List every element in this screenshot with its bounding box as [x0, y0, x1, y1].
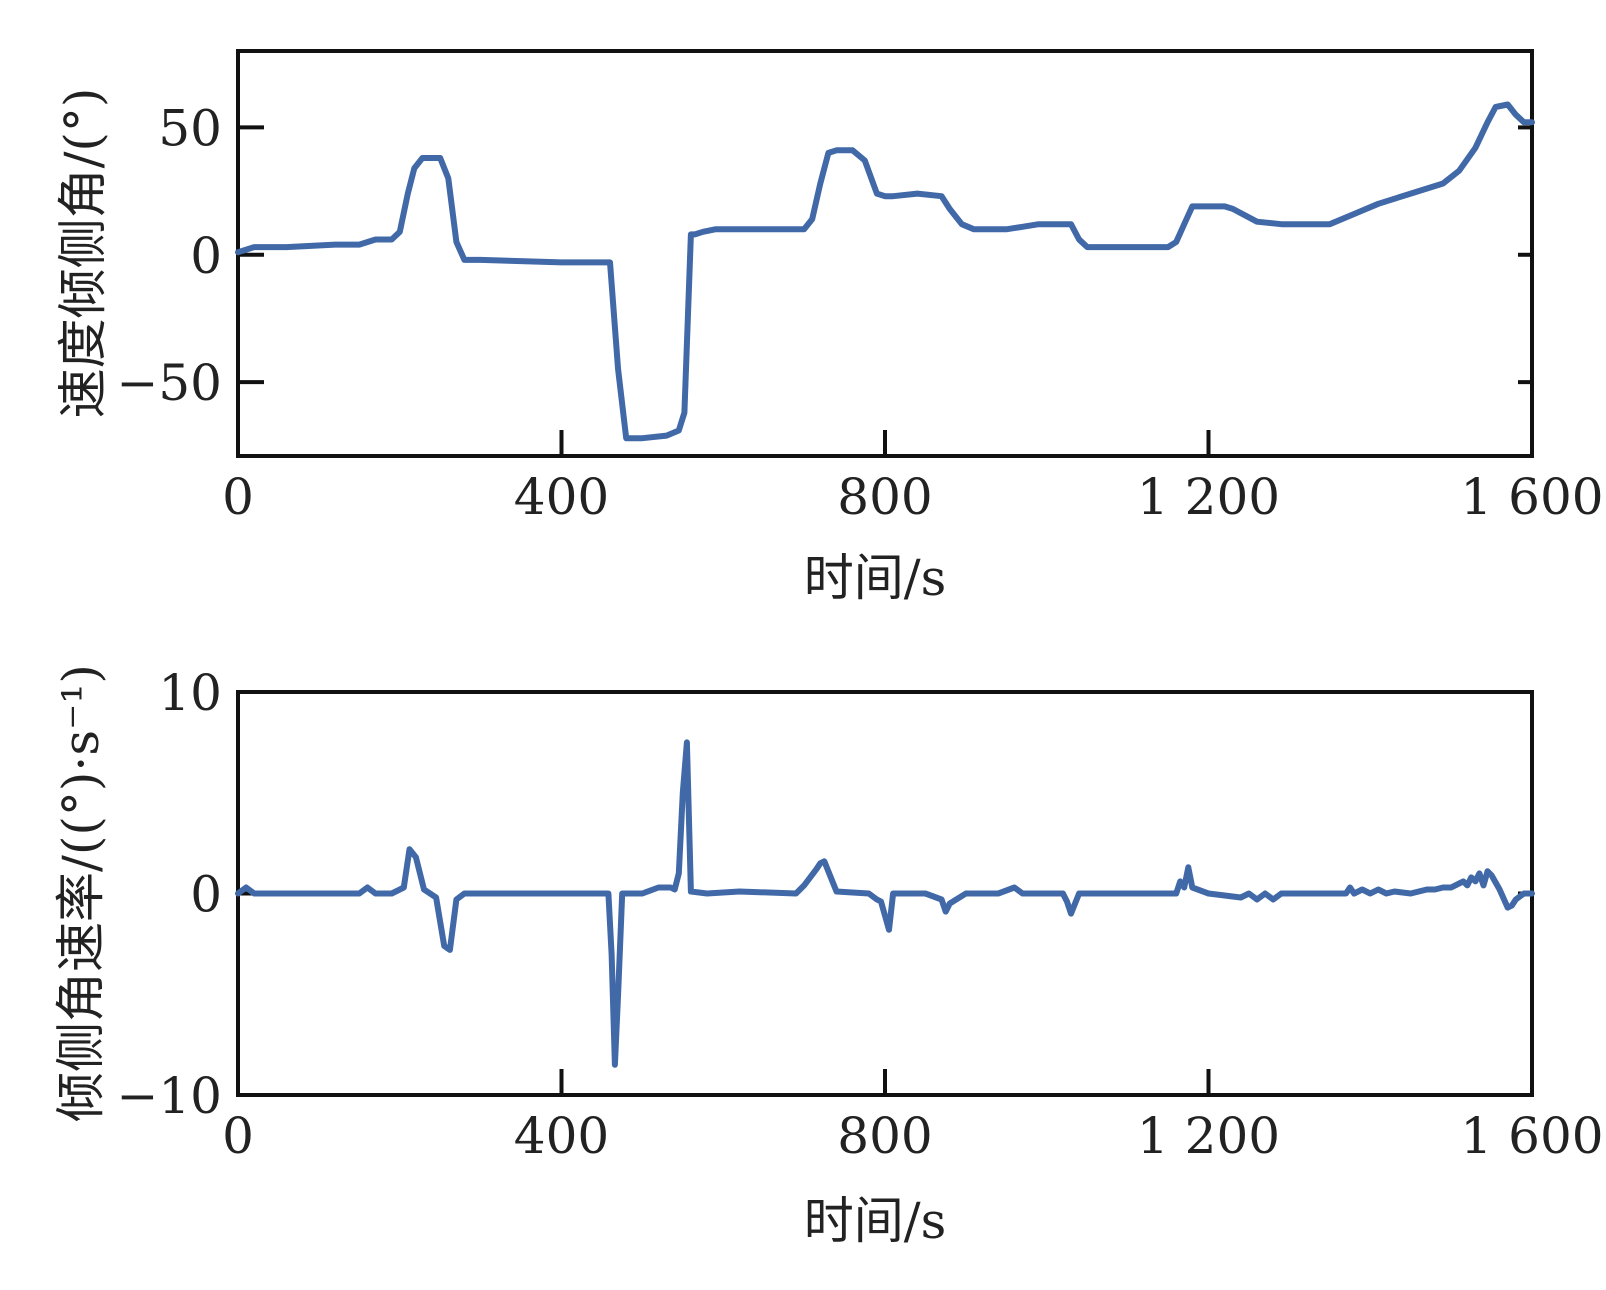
y-tick-label: −50 — [116, 354, 222, 412]
x-ticks-top: 0 400 800 1 200 1 600 — [222, 430, 1604, 526]
series-line-top — [235, 101, 1535, 442]
x-tick-label: 800 — [837, 468, 932, 526]
y-tick-label: 0 — [190, 866, 222, 924]
y-axis-label-bottom: 倾侧角速率/((°)·s⁻¹) — [52, 664, 110, 1122]
y-axis-label-top: 速度倾侧角/(°) — [54, 88, 112, 419]
x-tick-label: 800 — [837, 1107, 932, 1165]
x-ticks-bottom: 0 400 800 1 200 1 600 — [222, 1069, 1604, 1165]
x-tick-label: 400 — [514, 468, 609, 526]
x-tick-label: 0 — [222, 1107, 254, 1165]
y-tick-label: −10 — [116, 1067, 222, 1125]
x-tick-label: 1 600 — [1460, 468, 1603, 526]
x-axis-label-bottom: 时间/s — [804, 1192, 947, 1250]
x-tick-label: 1 600 — [1460, 1107, 1603, 1165]
x-tick-label: 0 — [222, 468, 254, 526]
x-axis-label-top: 时间/s — [804, 549, 947, 607]
plot-frame-top — [236, 49, 1534, 458]
y-ticks-top: −50 0 50 — [116, 99, 1532, 412]
series-line-bottom — [235, 739, 1535, 1068]
y-tick-label: 10 — [158, 664, 222, 722]
x-tick-label: 1 200 — [1137, 1107, 1280, 1165]
y-tick-label: 0 — [190, 227, 222, 285]
x-tick-label: 1 200 — [1137, 468, 1280, 526]
x-tick-label: 400 — [514, 1107, 609, 1165]
y-tick-label: 50 — [158, 99, 222, 157]
